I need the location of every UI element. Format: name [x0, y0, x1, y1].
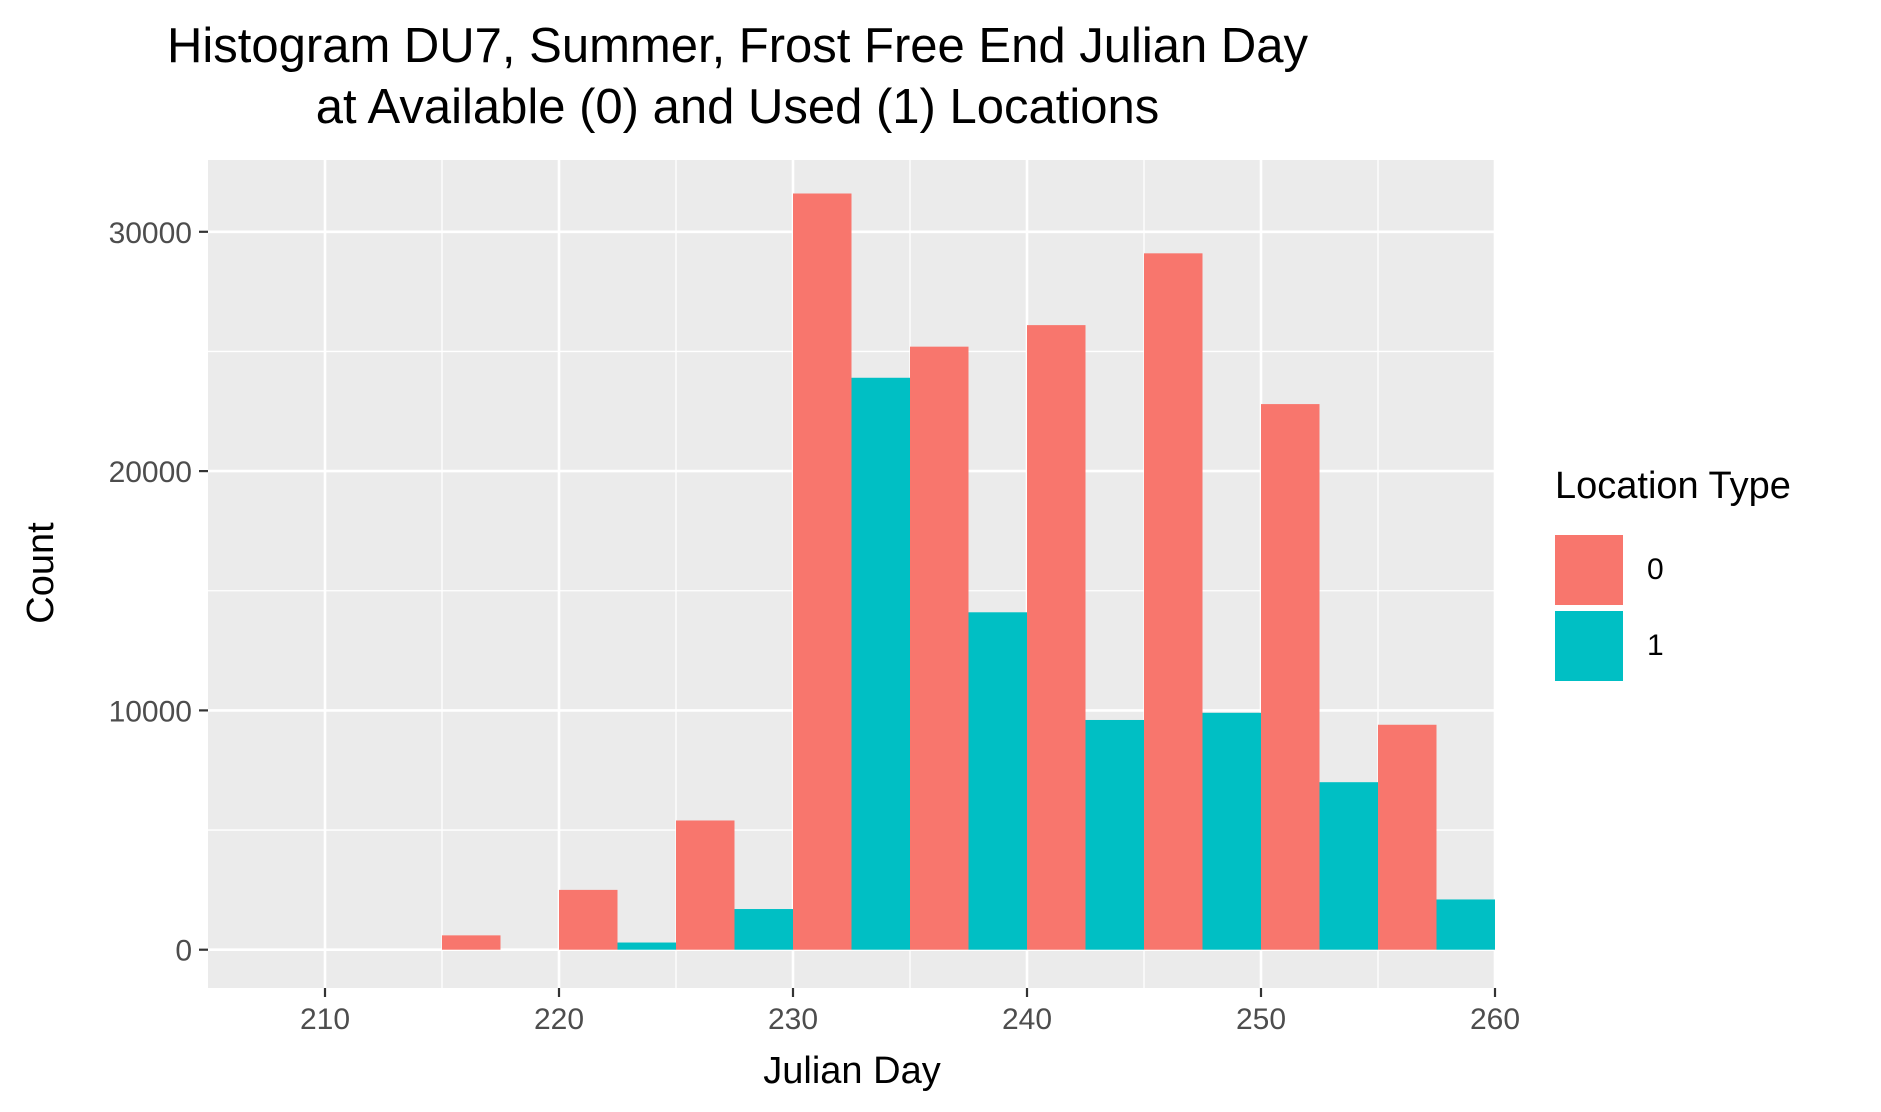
chart-subtitle: at Available (0) and Used (1) Locations [315, 80, 1160, 134]
legend-item-1: 1 [1555, 611, 1755, 683]
bar-series-1-bin-230 [851, 377, 910, 950]
bar-series-1-bin-250 [1319, 782, 1378, 950]
chart-title: Histogram DU7, Summer, Frost Free End Ju… [167, 19, 1308, 73]
bar-series-1-bin-255 [1436, 899, 1495, 950]
x-tick-label: 260 [1470, 1003, 1520, 1036]
bar-series-1-bin-225 [734, 909, 793, 950]
x-tick-label: 240 [1002, 1003, 1052, 1036]
x-tick-label: 210 [300, 1003, 350, 1036]
legend-title: Location Type [1555, 465, 1791, 507]
bars [442, 193, 1495, 950]
x-tick-label: 230 [768, 1003, 818, 1036]
bar-series-0-bin-235 [910, 346, 969, 950]
bar-series-0-bin-250 [1261, 404, 1320, 950]
legend-label-0: 0 [1647, 553, 1664, 586]
bar-series-0-bin-220 [559, 889, 618, 950]
bar-series-1-bin-240 [1085, 719, 1144, 950]
bar-series-0-bin-240 [1027, 325, 1086, 950]
axis-ticks: 210 220 230 240 250 260 0 10000 20000 30000 [109, 217, 1520, 1036]
bar-series-1-bin-220 [617, 942, 676, 950]
x-tick-label: 220 [534, 1003, 584, 1036]
legend: Location Type 0 1 [1555, 465, 1875, 681]
y-axis-title: Count [20, 522, 62, 624]
legend-swatch-1 [1555, 611, 1623, 681]
bar-series-0-bin-230 [793, 193, 852, 950]
x-axis-title: Julian Day [763, 1050, 940, 1092]
legend-item-0: 0 [1555, 535, 1755, 607]
y-tick-label: 30000 [109, 217, 192, 250]
bar-series-1-bin-235 [968, 612, 1027, 950]
legend-swatch-0 [1555, 535, 1623, 605]
x-tick-label: 250 [1236, 1003, 1286, 1036]
bar-series-0-bin-255 [1378, 724, 1437, 950]
bar-series-0-bin-215 [442, 935, 501, 950]
legend-label-1: 1 [1647, 629, 1664, 662]
bar-series-0-bin-225 [676, 820, 735, 950]
y-tick-label: 0 [175, 935, 192, 968]
bar-series-0-bin-245 [1144, 253, 1203, 950]
y-tick-label: 20000 [109, 456, 192, 489]
bar-series-1-bin-245 [1202, 712, 1261, 950]
y-tick-label: 10000 [109, 695, 192, 728]
